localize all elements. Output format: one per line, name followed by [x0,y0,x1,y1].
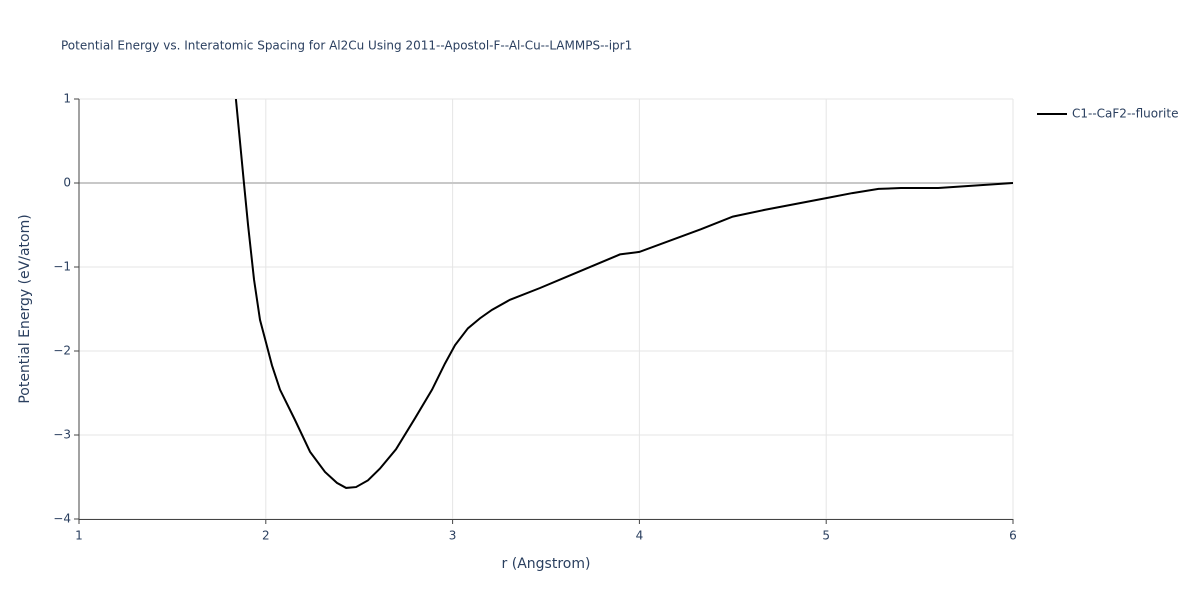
y-tick-label: 0 [63,176,71,190]
x-tick-label: 1 [75,529,83,543]
y-axis-title: Potential Energy (eV/atom) [17,214,33,403]
x-tick-label: 5 [822,529,830,543]
chart-title: Potential Energy vs. Interatomic Spacing… [61,39,632,53]
y-tick-label: 1 [63,92,71,106]
x-tick-label: 3 [449,529,457,543]
x-tick-label: 6 [1009,529,1017,543]
legend: C1--CaF2--fluorite [1037,107,1178,121]
x-tick-label: 2 [262,529,270,543]
y-tick-label: −2 [53,344,71,358]
y-tick-label: −3 [53,428,71,442]
grid [78,98,1014,520]
plot-area [234,99,1013,489]
legend-label: C1--CaF2--fluorite [1072,107,1178,121]
data-line [234,99,1013,489]
y-tick-label: −1 [53,260,71,274]
y-tick-label: −4 [53,512,71,526]
x-tick-label: 4 [636,529,644,543]
x-axis-title: r (Angstrom) [502,556,591,572]
